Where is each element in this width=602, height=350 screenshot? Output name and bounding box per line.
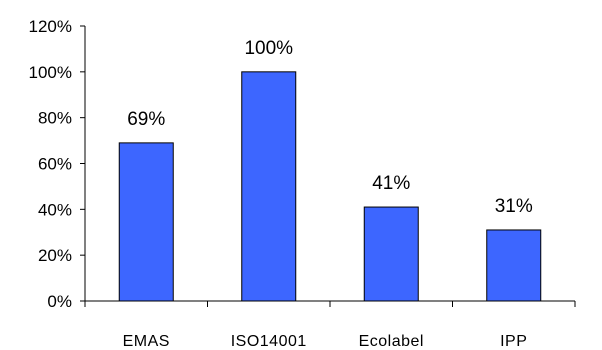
data-label: 69% xyxy=(127,109,165,130)
data-label: 100% xyxy=(244,38,293,59)
bars-layer xyxy=(118,71,542,302)
labels-layer: 69% EMAS 100% ISO14001 41% Ecolabel 31% IPP xyxy=(123,38,533,350)
y-tick-label: 40% xyxy=(38,200,72,219)
category-label: Ecolabel xyxy=(359,333,424,350)
y-tick-label: 20% xyxy=(38,246,72,265)
bar-ecolabel xyxy=(363,206,419,302)
category-label: ISO14001 xyxy=(231,333,307,350)
bar-emas xyxy=(118,142,174,302)
bar-iso14001 xyxy=(241,71,297,302)
category-label: EMAS xyxy=(123,333,170,350)
y-tick-label: 0% xyxy=(47,292,72,311)
y-tick-label: 120% xyxy=(29,17,72,36)
y-tick-label: 80% xyxy=(38,109,72,128)
data-label: 41% xyxy=(372,173,410,194)
bar-ipp xyxy=(486,229,542,302)
y-tick-label: 60% xyxy=(38,155,72,174)
y-tick-label: 100% xyxy=(29,63,72,82)
data-label: 31% xyxy=(495,196,533,217)
category-label: IPP xyxy=(500,333,527,350)
